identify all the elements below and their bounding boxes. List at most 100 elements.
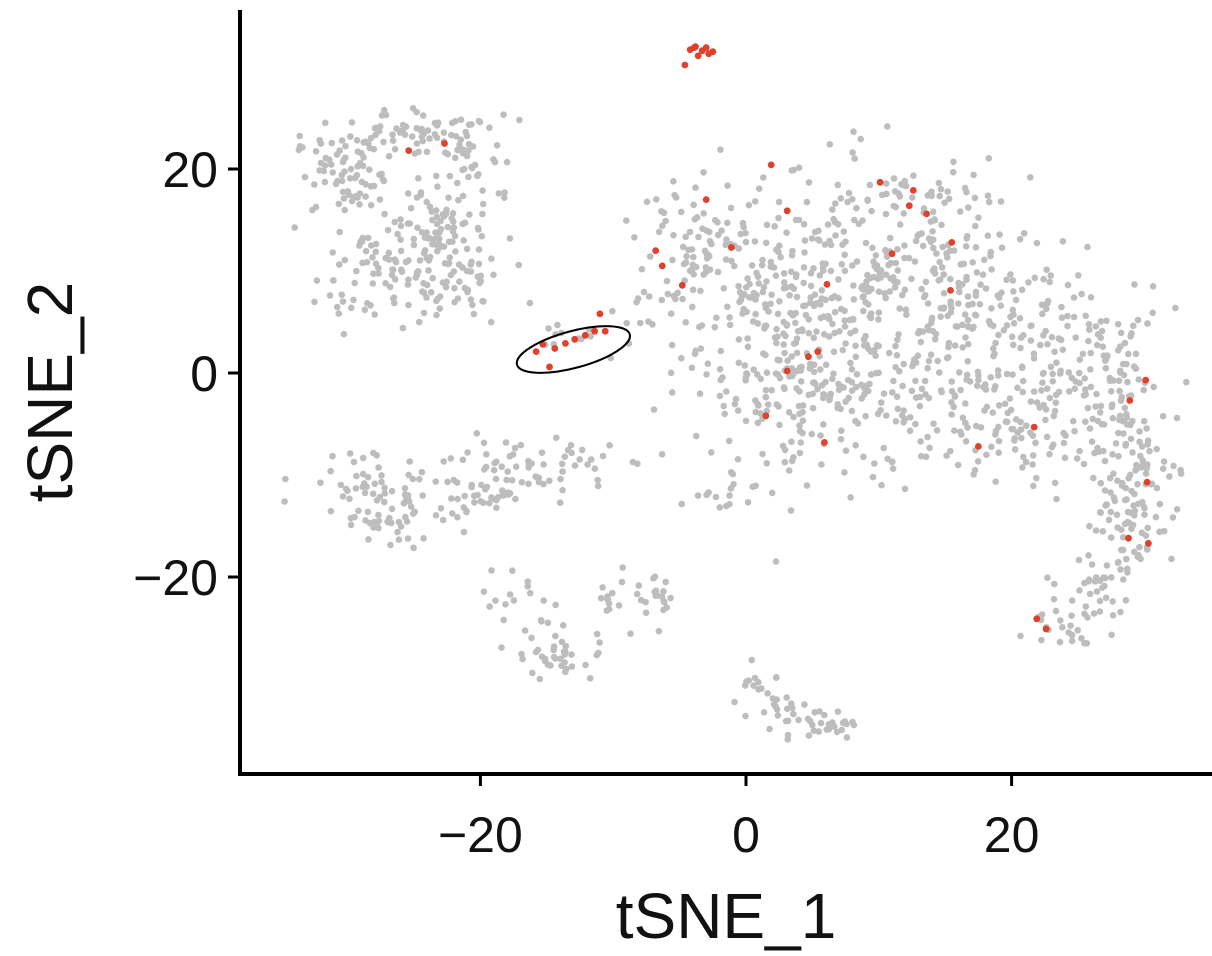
cell-point xyxy=(433,235,440,242)
cell-point xyxy=(753,269,760,277)
cell-point xyxy=(492,597,499,604)
cell-point xyxy=(989,345,997,352)
cell-point xyxy=(467,296,475,303)
cell-point xyxy=(459,192,467,200)
cell-point xyxy=(726,492,733,499)
cell-point xyxy=(916,327,923,335)
cell-point xyxy=(391,145,399,153)
cell-point xyxy=(554,321,561,329)
cell-point xyxy=(796,449,804,457)
axes: −20 0 20 −20 0 20 tSNE_1 tSNE_2 xyxy=(14,10,1212,952)
cell-point xyxy=(1086,590,1094,598)
cell-point xyxy=(896,221,904,228)
cell-point xyxy=(1048,333,1056,341)
cell-point xyxy=(918,285,925,293)
cell-point xyxy=(974,458,982,465)
cell-point xyxy=(1082,312,1089,320)
cell-point xyxy=(890,377,897,385)
cell-point xyxy=(900,407,907,414)
cell-point xyxy=(362,247,370,255)
cell-point xyxy=(1125,350,1132,358)
cell-point xyxy=(722,241,729,249)
cell-point xyxy=(1018,364,1026,372)
cell-point xyxy=(1025,279,1032,286)
cell-point xyxy=(1135,376,1143,383)
cell-point xyxy=(358,178,366,186)
cell-point xyxy=(553,434,560,442)
cell-point xyxy=(938,388,945,396)
cell-point xyxy=(817,432,824,439)
cell-point xyxy=(943,354,951,362)
cell-point xyxy=(634,460,641,468)
cell-point xyxy=(875,309,883,316)
cell-point xyxy=(540,461,547,468)
cell-point xyxy=(556,499,564,507)
cell-point xyxy=(360,480,368,487)
cell-point xyxy=(811,709,818,716)
cell-point xyxy=(450,268,458,275)
cell-point xyxy=(677,208,685,216)
cell-point xyxy=(521,627,529,634)
cell-point xyxy=(1072,334,1079,341)
cell-point xyxy=(1031,274,1039,282)
cell-point xyxy=(764,690,771,697)
cell-point xyxy=(473,430,481,437)
cell-point xyxy=(1006,395,1014,402)
cell-point xyxy=(385,152,393,160)
cell-point xyxy=(355,507,362,515)
cell-point xyxy=(988,443,995,451)
cell-point xyxy=(866,313,874,320)
cell-point xyxy=(475,117,483,125)
highlighted-cell-point xyxy=(762,412,770,420)
cell-point xyxy=(918,385,926,393)
cell-point xyxy=(418,468,426,476)
cell-point xyxy=(1017,632,1024,640)
cell-point xyxy=(930,244,937,252)
cell-point xyxy=(1058,314,1066,322)
cell-point xyxy=(749,483,757,491)
cell-point xyxy=(631,234,638,241)
cell-point xyxy=(451,284,458,292)
cell-point xyxy=(780,285,788,292)
cell-point xyxy=(827,241,835,249)
cell-point xyxy=(1096,577,1104,584)
cell-point xyxy=(832,232,839,239)
cell-point xyxy=(597,594,605,602)
cell-point xyxy=(1092,403,1099,410)
cell-point xyxy=(462,128,470,136)
cell-point xyxy=(362,193,369,200)
cell-point xyxy=(834,221,842,228)
cell-point xyxy=(364,508,372,516)
cell-point xyxy=(1022,458,1030,466)
cell-point xyxy=(992,478,999,486)
cell-point xyxy=(559,468,566,475)
highlighted-cell-point xyxy=(681,61,689,69)
cell-point xyxy=(454,146,461,154)
cell-point xyxy=(981,256,988,264)
cell-point xyxy=(457,116,465,123)
cell-point xyxy=(956,369,963,376)
cell-point xyxy=(443,206,450,214)
cell-point xyxy=(1143,425,1150,432)
cell-point xyxy=(744,275,751,282)
cell-point xyxy=(761,322,768,330)
cell-point xyxy=(755,280,762,287)
cell-point xyxy=(1068,637,1076,645)
cell-point xyxy=(1117,343,1124,350)
cell-point xyxy=(599,584,606,591)
cell-point xyxy=(506,453,514,460)
cell-point xyxy=(944,254,951,261)
cell-point xyxy=(664,290,672,298)
cell-point xyxy=(922,453,930,461)
cell-point xyxy=(743,370,750,377)
cell-point xyxy=(479,200,487,208)
cell-point xyxy=(878,481,885,489)
cell-point xyxy=(721,410,728,418)
cell-point xyxy=(751,198,759,205)
cell-point xyxy=(453,479,461,486)
cell-point xyxy=(899,291,906,299)
cell-point xyxy=(540,480,547,488)
cell-point xyxy=(405,301,412,309)
highlighted-cell-point xyxy=(591,327,598,335)
highlighted-cell-point xyxy=(601,327,609,335)
